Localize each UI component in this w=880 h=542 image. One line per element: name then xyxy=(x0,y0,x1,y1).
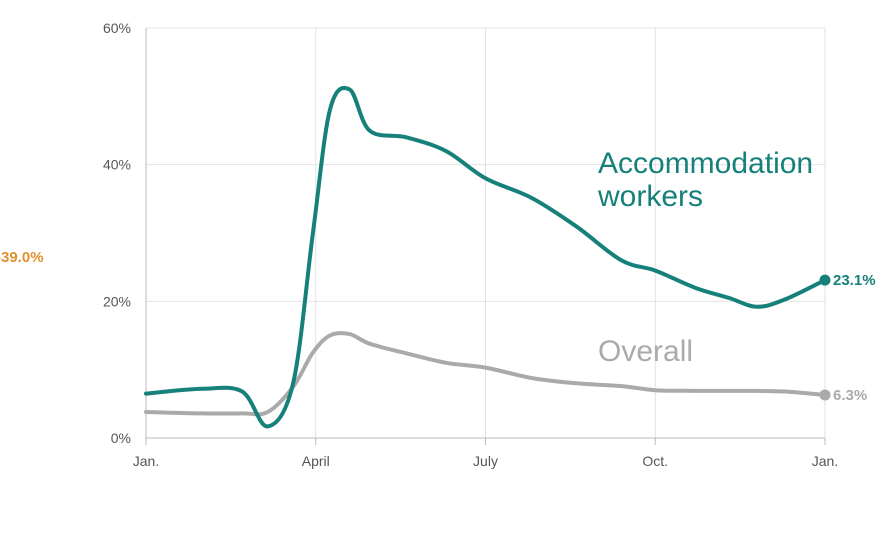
grid-layer: 0% 20% 40% 60% Jan. April July Oct. Jan. xyxy=(103,20,838,469)
x-tick-label: July xyxy=(473,453,498,469)
x-tick-label: April xyxy=(302,453,330,469)
x-tick-label: Oct. xyxy=(642,453,668,469)
accommodation-end-marker xyxy=(819,274,831,286)
overall-series-line xyxy=(144,331,827,417)
y-tick-label: 60% xyxy=(103,20,131,36)
overall-end-value-label: 6.3% xyxy=(833,387,867,404)
y-tick-label: 0% xyxy=(111,430,131,446)
overall-series-label: Overall xyxy=(598,335,693,368)
accommodation-end-value-label: 23.1% xyxy=(833,272,876,289)
accommodation-series-label-line2: workers xyxy=(597,180,703,213)
accommodation-series-label-line1: Accommodation xyxy=(598,147,813,180)
accommodation-series-line xyxy=(144,85,827,429)
y-tick-label: 40% xyxy=(103,157,131,173)
x-tick-label: Jan. xyxy=(133,453,159,469)
overall-end-marker xyxy=(819,389,831,401)
label-layer: -39.0% Accommodation workers Overall xyxy=(0,147,813,368)
side-annotation-label: -39.0% xyxy=(0,249,44,266)
x-tick-label: Jan. xyxy=(812,453,838,469)
series-layer: 6.3% 23.1% xyxy=(144,85,876,429)
y-tick-label: 20% xyxy=(103,293,131,309)
